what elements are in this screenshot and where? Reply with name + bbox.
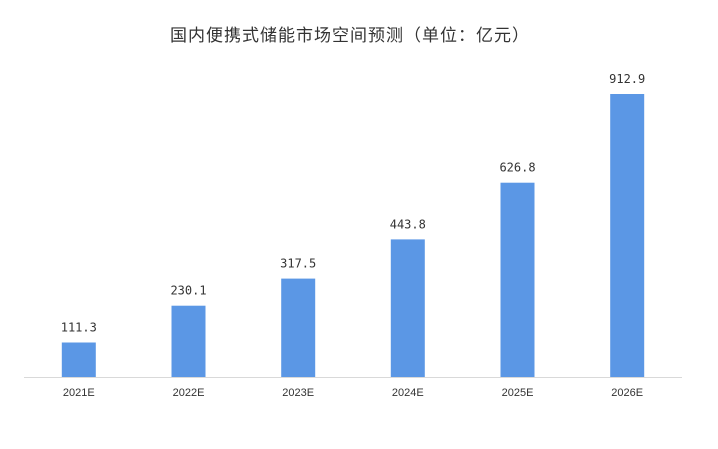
x-tick-label-2021E: 2021E — [63, 387, 95, 399]
data-labels-group: 111.3 230.1 317.5 443.8 626.8 912.9 — [61, 72, 646, 335]
data-label-2025E: 626.8 — [499, 161, 535, 175]
bar-2026E — [610, 94, 645, 377]
x-tick-label-2022E: 2022E — [173, 387, 205, 399]
x-tick-label-2026E: 2026E — [611, 387, 643, 399]
bar-2021E — [61, 342, 96, 377]
data-label-2022E: 230.1 — [170, 284, 206, 298]
x-tick-label-2025E: 2025E — [502, 387, 534, 399]
data-label-2026E: 912.9 — [609, 72, 645, 86]
bar-2025E — [500, 182, 535, 377]
data-label-2021E: 111.3 — [61, 321, 97, 335]
bar-2022E — [171, 305, 206, 377]
bars-group — [61, 94, 645, 377]
bar-2024E — [390, 239, 425, 377]
x-tick-label-2023E: 2023E — [282, 387, 314, 399]
x-tick-labels-group: 2021E 2022E 2023E 2024E 2025E 2026E — [63, 387, 643, 399]
chart-title: 国内便携式储能市场空间预测（单位：亿元） — [170, 26, 530, 46]
data-label-2023E: 317.5 — [280, 257, 316, 271]
data-label-2024E: 443.8 — [390, 217, 426, 231]
bar-2023E — [281, 278, 316, 377]
x-tick-label-2024E: 2024E — [392, 387, 424, 399]
